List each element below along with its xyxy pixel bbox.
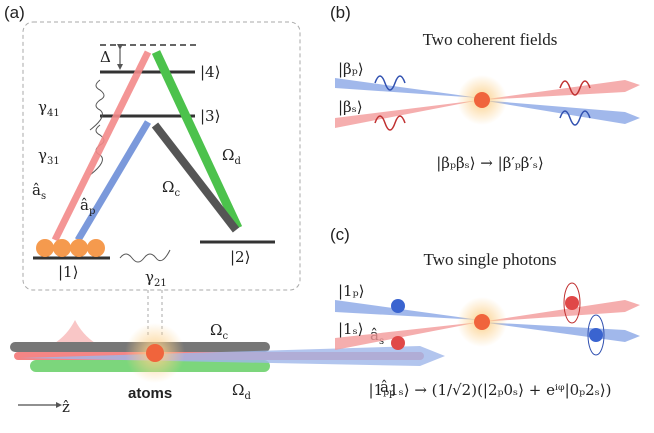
field-label: âp: [80, 196, 95, 217]
atom-cluster: [474, 92, 490, 108]
text-part: γ: [38, 98, 47, 116]
field-label: Ωd: [222, 146, 241, 167]
beam-label: Ωd: [232, 381, 251, 402]
atoms-label: atoms: [128, 385, 172, 402]
field-label: Ωc: [162, 178, 180, 199]
field-label: âs: [32, 181, 46, 202]
atoms-level-1: [36, 239, 105, 257]
text-part: â: [80, 196, 89, 214]
level-label: |3⟩: [200, 107, 220, 125]
probe-arrow: [78, 122, 148, 240]
gamma: γ21: [145, 268, 167, 289]
text-part: γ: [38, 146, 47, 164]
atom-cluster: [474, 314, 490, 330]
figure: (a) Δ |4⟩ |3⟩ |1⟩ |2⟩ γ41 γ31 γ21 âs âp …: [0, 0, 654, 433]
input-state: |βₚ⟩: [338, 60, 364, 78]
beam-label: Ωc: [210, 321, 228, 342]
gamma: γ31: [38, 146, 60, 167]
input-state: |βₛ⟩: [338, 98, 363, 116]
text-part: Ω: [210, 321, 222, 339]
panel-label: (a): [4, 3, 25, 22]
text-part: Ω: [232, 381, 244, 399]
input-state: |1ₛ⟩: [338, 320, 364, 338]
text-part: Ω: [162, 178, 174, 196]
text-part: â: [32, 181, 41, 199]
panel-title: Two single photons: [424, 250, 557, 269]
photon: [589, 328, 603, 342]
panel-title: Two coherent fields: [423, 30, 558, 49]
text-part: 41: [47, 108, 60, 119]
text-part: p: [89, 206, 95, 217]
photon: [391, 299, 405, 313]
level-label: |4⟩: [200, 63, 220, 81]
input-state: |1ₚ⟩: [338, 282, 364, 300]
delta: Δ: [100, 48, 111, 66]
text-part: s: [41, 191, 46, 202]
z-label: ẑ: [62, 398, 70, 416]
gamma: γ41: [38, 98, 60, 119]
level-label: |2⟩: [230, 248, 250, 266]
text-part: d: [234, 156, 241, 167]
text-part: 21: [154, 278, 167, 289]
equation: |1ₚ1ₛ⟩ → (1/√2)(|2ₚ0ₛ⟩ + eⁱᵠ|0ₚ2ₛ⟩): [369, 381, 612, 399]
photon: [391, 336, 405, 350]
level-label: |1⟩: [58, 263, 78, 281]
text-part: 31: [47, 156, 60, 167]
atom-cluster: [146, 344, 164, 362]
text-part: c: [222, 331, 228, 342]
text-part: d: [244, 391, 251, 402]
decay: [120, 250, 170, 262]
panel-label: (c): [330, 225, 350, 244]
text-part: γ: [145, 268, 154, 286]
photon: [565, 296, 579, 310]
panel-label: (b): [330, 3, 351, 22]
text-part: Ω: [222, 146, 234, 164]
decay: [90, 80, 104, 130]
equation: |βₚβₛ⟩ → |β′ₚβ′ₛ⟩: [436, 154, 544, 172]
text-part: c: [174, 188, 180, 199]
